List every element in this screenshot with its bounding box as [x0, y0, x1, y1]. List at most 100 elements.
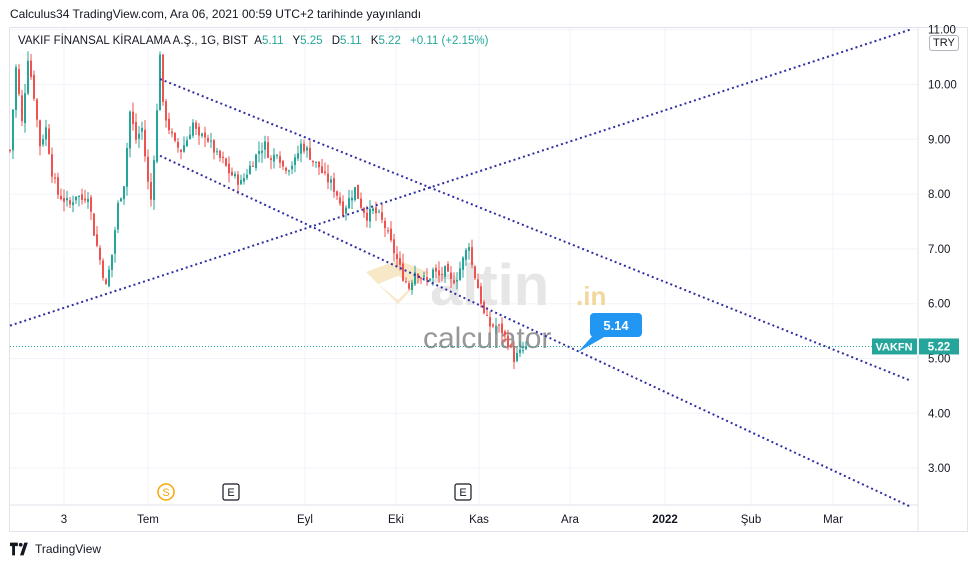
candle-body — [192, 122, 194, 136]
candle-body — [378, 211, 380, 213]
watermark: altin .in calculator — [366, 253, 606, 355]
change-value: +0.11 (+2.15%) — [410, 35, 489, 47]
time-tick-label: Mar — [823, 514, 843, 526]
candle-body — [264, 141, 266, 150]
candle-body — [516, 353, 518, 362]
candle-body — [237, 174, 239, 185]
candle-body — [348, 198, 350, 209]
candle-body — [93, 213, 95, 236]
candle-body — [126, 148, 128, 187]
candle-body — [312, 160, 314, 163]
tradingview-logo-icon — [10, 542, 28, 556]
candle-body — [60, 195, 62, 200]
candle-body — [252, 165, 254, 167]
candle-body — [174, 133, 176, 141]
chart-frame[interactable] — [9, 27, 968, 532]
candle-body — [261, 150, 263, 154]
tag-symbol-box — [872, 338, 917, 355]
price-tick-label: 5.00 — [928, 354, 950, 366]
price-tick-label: 7.00 — [928, 244, 950, 256]
candle-body — [90, 197, 92, 212]
candle-body — [489, 317, 491, 327]
candle-body — [9, 149, 11, 151]
event-label: E — [459, 487, 466, 499]
candle-body — [411, 282, 413, 291]
event-marker-split[interactable]: S — [157, 483, 175, 501]
open-value: 5.11 — [261, 35, 284, 47]
candle-body — [213, 140, 215, 153]
candle-body — [288, 170, 290, 172]
candle-body — [477, 279, 479, 289]
candle-body — [159, 54, 161, 111]
candle-body — [33, 74, 35, 99]
candle-body — [108, 269, 110, 287]
publish-header: Calculus34 TradingView.com, Ara 06, 2021… — [10, 7, 421, 21]
currency-badge[interactable]: TRY — [929, 35, 959, 51]
watermark-brand: altin — [430, 253, 549, 318]
candle-body — [240, 180, 242, 185]
candle-body — [270, 158, 272, 160]
candle-body — [522, 350, 524, 352]
time-tick-label: Eyl — [297, 514, 313, 526]
candle-body — [18, 69, 20, 94]
candle-body — [72, 202, 74, 205]
candle-body — [432, 269, 434, 279]
candle-body — [87, 198, 89, 203]
candle-body — [15, 67, 17, 111]
close-label: K — [370, 35, 379, 47]
candle-body — [375, 207, 377, 214]
candle-body — [408, 283, 410, 289]
footer[interactable]: TradingView — [10, 542, 101, 556]
last-price-tag: VAKFN 5.22 — [872, 338, 959, 355]
time-tick-label: Tem — [137, 514, 159, 526]
candle-body — [138, 133, 140, 139]
candle-body — [111, 254, 113, 270]
candle-body — [195, 122, 197, 129]
candle-body — [165, 101, 167, 121]
candle-body — [363, 207, 365, 213]
candle-body — [396, 254, 398, 260]
symbol-legend[interactable]: VAKIF FİNANSAL KİRALAMA A.Ş., 1G, BIST A… — [18, 35, 494, 47]
candle-body — [69, 200, 71, 205]
candle-body — [255, 154, 257, 168]
close-value: 5.22 — [378, 35, 401, 47]
candle-body — [399, 258, 401, 265]
candle-body — [24, 93, 26, 124]
candle-body — [63, 197, 65, 202]
candle-body — [231, 171, 233, 176]
candle-body — [486, 314, 488, 316]
candle-body — [507, 335, 509, 347]
candle-body — [390, 228, 392, 241]
candle-body — [498, 324, 500, 326]
high-label: Y — [292, 35, 301, 47]
event-marker-earnings[interactable]: E — [454, 483, 472, 501]
candle-body — [243, 178, 245, 182]
candle-body — [273, 154, 275, 162]
candle-body — [306, 147, 308, 151]
candle-body — [309, 147, 311, 160]
time-tick-label: Şub — [741, 514, 761, 526]
candle-body — [426, 277, 428, 281]
low-value: 5.11 — [340, 35, 362, 47]
candle-body — [510, 346, 512, 348]
candle-body — [357, 184, 359, 199]
candle-body — [27, 60, 29, 94]
candle-body — [453, 280, 455, 284]
candle-body — [525, 346, 527, 350]
candle-body — [369, 208, 371, 222]
candle-body — [186, 140, 188, 147]
candle-body — [129, 111, 131, 149]
candle-body — [132, 111, 134, 125]
time-tick-label: 3 — [61, 514, 67, 526]
symbol-title: VAKIF FİNANSAL KİRALAMA A.Ş., 1G, BIST — [18, 35, 248, 47]
price-callout[interactable]: 5.14 — [578, 313, 642, 352]
event-marker-earnings[interactable]: E — [222, 483, 240, 501]
candle-body — [78, 195, 80, 197]
candle-body — [156, 110, 158, 162]
candle-body — [105, 279, 107, 285]
candle-body — [135, 121, 137, 140]
candle-body — [474, 266, 476, 279]
candle-body — [444, 266, 446, 277]
watermark-sub: calculator — [423, 322, 551, 355]
